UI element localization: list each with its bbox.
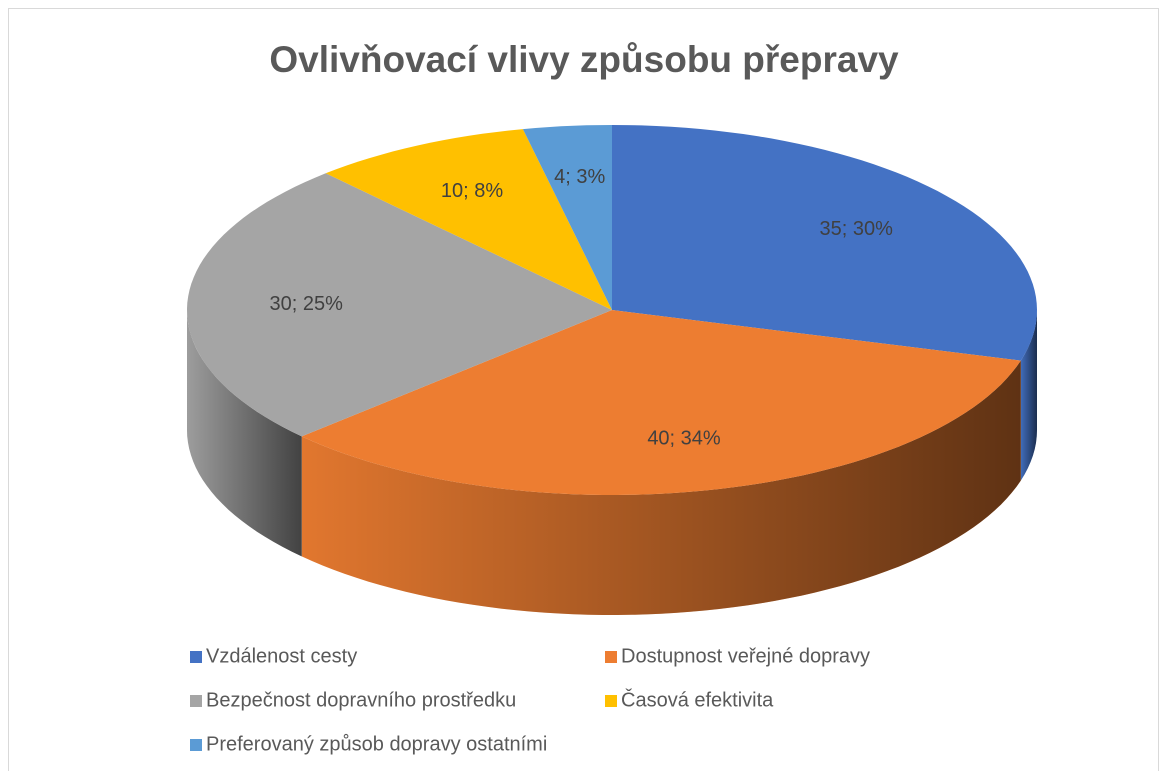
legend-swatch <box>190 651 202 663</box>
data-label: 30; 25% <box>270 293 344 315</box>
legend-label: Dostupnost veřejné dopravy <box>621 645 870 667</box>
pie-side-shade <box>187 310 302 557</box>
data-label: 40; 34% <box>647 428 721 450</box>
legend-label: Preferovaný způsob dopravy ostatními <box>206 733 547 755</box>
legend-swatch <box>190 695 202 707</box>
data-label: 10; 8% <box>441 180 503 202</box>
data-label: 35; 30% <box>819 218 893 240</box>
pie-slice <box>612 125 1037 361</box>
data-label: 4; 3% <box>554 166 605 188</box>
pie-side-shade <box>301 360 1021 615</box>
legend-swatch <box>190 739 202 751</box>
pie-slice <box>187 173 612 437</box>
chart-title: Ovlivňovací vlivy způsobu přepravy <box>269 39 899 80</box>
legend-swatch <box>605 651 617 663</box>
legend-swatch <box>605 695 617 707</box>
pie-slice <box>325 129 612 310</box>
legend-label: Vzdálenost cesty <box>206 645 357 667</box>
legend-label: Časová efektivita <box>621 688 774 711</box>
legend-label: Bezpečnost dopravního prostředku <box>206 689 516 711</box>
pie-side-shade <box>1020 310 1037 481</box>
pie-slice <box>301 310 1021 495</box>
pie-slice <box>522 125 612 310</box>
